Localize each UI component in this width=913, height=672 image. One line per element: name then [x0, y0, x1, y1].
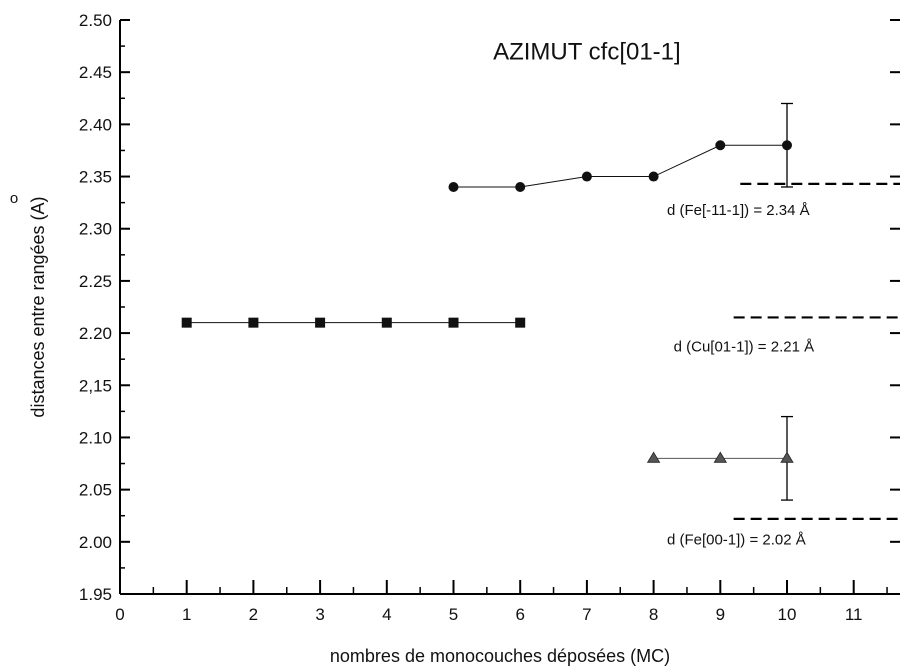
x-tick-label: 10	[778, 605, 797, 624]
data-point-square	[248, 317, 259, 328]
data-series	[181, 102, 794, 501]
y-tick-label: 2.25	[79, 272, 112, 291]
y-tick-label: 2.00	[79, 533, 112, 552]
data-point-square	[515, 317, 526, 328]
x-tick-label: 1	[182, 605, 191, 624]
plot-frame	[119, 20, 900, 595]
x-tick-label: 8	[649, 605, 658, 624]
data-point-square	[448, 317, 459, 328]
x-axis-label: nombres de monocouches déposées (MC)	[330, 646, 670, 666]
reference-lines: d (Fe[-11-1]) = 2.34 Å d (Cu[01-1]) = 2.2…	[667, 182, 900, 549]
reference-line-label: d (Fe[00-1]) = 2.02 Å	[667, 532, 806, 549]
data-point-square	[381, 317, 392, 328]
data-point-circle	[782, 140, 792, 151]
x-tick-label: 11	[845, 605, 863, 624]
y-axis-label: distances entre rangées (A)	[28, 196, 48, 417]
x-tick-label: 6	[515, 605, 524, 624]
y-axis-label-ring: o	[10, 190, 18, 207]
axis-ticks: 1.95 2.00 2.05 2.10 2,15 2.20 2.25 2.30 2.35 2.40…	[79, 11, 900, 624]
x-tick-label: 4	[382, 605, 391, 624]
chart-title: AZIMUT cfc[01-1]	[493, 38, 681, 65]
y-tick-label: 2.40	[79, 115, 112, 134]
x-tick-label: 3	[315, 605, 324, 624]
data-point-triangle	[713, 451, 728, 463]
data-point-circle	[448, 181, 459, 192]
series-line	[453, 144, 787, 188]
data-point-circle	[648, 171, 659, 182]
x-tick-label: 0	[115, 605, 124, 624]
data-point-square	[315, 317, 326, 328]
y-tick-label: 2,15	[79, 376, 112, 395]
data-point-square	[181, 317, 192, 328]
data-point-circle	[581, 171, 592, 182]
data-point-triangle	[646, 451, 661, 463]
y-tick-label: 2.30	[79, 220, 112, 239]
data-point-circle	[515, 181, 526, 192]
y-tick-label: 1.95	[79, 585, 112, 604]
x-tick-label: 7	[582, 605, 591, 624]
y-tick-label: 2.05	[79, 481, 112, 500]
x-tick-label: 5	[449, 605, 458, 624]
y-tick-label: 2.35	[79, 168, 112, 187]
y-tick-label: 2.45	[79, 63, 112, 82]
x-tick-label: 9	[716, 605, 725, 624]
data-point-triangle	[780, 451, 794, 463]
reference-line-label: d (Cu[01-1]) = 2.21 Å	[674, 339, 815, 356]
y-tick-label: 2.20	[79, 324, 112, 343]
y-tick-label: 2.10	[79, 428, 112, 447]
x-tick-label: 2	[249, 605, 258, 624]
reference-line-label: d (Fe[-11-1]) = 2.34 Å	[667, 202, 810, 219]
data-point-circle	[715, 140, 726, 151]
y-tick-label: 2.50	[79, 11, 112, 30]
